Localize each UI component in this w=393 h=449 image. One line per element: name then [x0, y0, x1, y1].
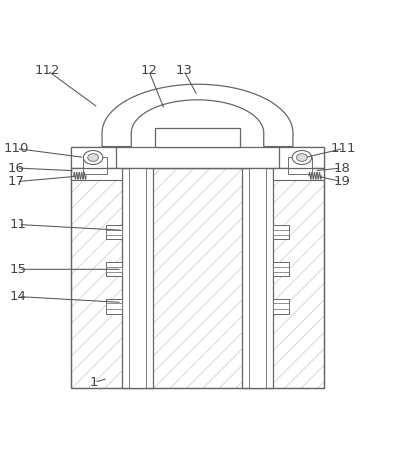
Bar [106, 263, 121, 276]
Bar [71, 168, 324, 388]
Bar [71, 146, 324, 168]
Bar [106, 299, 121, 314]
Bar [106, 267, 121, 272]
Polygon shape [102, 84, 293, 146]
Bar [121, 168, 154, 388]
Bar [71, 168, 121, 180]
Bar [288, 158, 312, 174]
Bar [274, 263, 289, 276]
Ellipse shape [297, 154, 307, 161]
Text: 19: 19 [333, 175, 350, 188]
Bar [274, 225, 289, 239]
Bar [106, 229, 121, 235]
Bar [242, 168, 274, 388]
Text: 1: 1 [90, 376, 99, 389]
Text: 112: 112 [35, 64, 60, 77]
Bar [279, 146, 324, 168]
Bar [274, 299, 289, 314]
Bar [129, 168, 147, 388]
Bar [274, 304, 289, 309]
Ellipse shape [292, 150, 312, 164]
Bar [248, 168, 266, 388]
Bar [274, 168, 324, 180]
Text: 11: 11 [10, 218, 27, 231]
Bar [106, 304, 121, 309]
Bar [83, 158, 107, 174]
Text: 12: 12 [140, 64, 157, 77]
Text: 17: 17 [8, 175, 25, 188]
Bar [106, 225, 121, 239]
Text: 13: 13 [175, 64, 193, 77]
Ellipse shape [83, 150, 103, 164]
Text: 18: 18 [333, 162, 350, 175]
Bar [274, 229, 289, 235]
Text: 15: 15 [10, 263, 27, 276]
Bar [71, 146, 116, 168]
Bar [71, 168, 324, 388]
Text: 110: 110 [4, 142, 29, 155]
Text: 16: 16 [8, 162, 25, 175]
Bar [274, 267, 289, 272]
Ellipse shape [88, 154, 99, 161]
Text: 14: 14 [10, 290, 27, 303]
Bar [155, 128, 241, 146]
Text: 111: 111 [331, 142, 356, 155]
